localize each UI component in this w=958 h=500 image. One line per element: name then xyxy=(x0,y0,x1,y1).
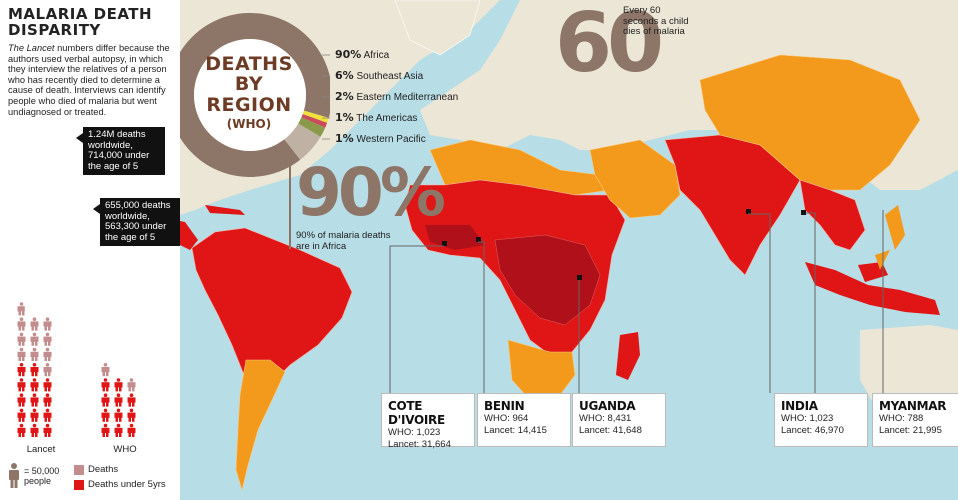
person-icon xyxy=(43,423,52,437)
subtitle: The Lancet numbers differ because the au… xyxy=(8,43,170,117)
south-africa xyxy=(507,339,576,401)
icon-key: = 50,000 people xyxy=(24,466,60,486)
southeast-asia xyxy=(799,179,866,251)
pictograph-chart xyxy=(17,302,136,437)
person-icon xyxy=(43,408,52,422)
person-icon xyxy=(43,317,52,331)
donut-slice-southeast-asia xyxy=(284,123,321,160)
person-icon xyxy=(9,463,19,488)
legend-swatch-deaths xyxy=(74,464,84,475)
lancet-callout: 1.24M deaths worldwide, 714,000 under th… xyxy=(76,127,165,175)
stat-60-number: 60 xyxy=(555,0,664,91)
stat-60-caption: Every 60 seconds a child dies of malaria xyxy=(623,5,689,37)
person-icon xyxy=(30,347,39,361)
indonesia xyxy=(805,262,940,315)
donut-slice-eastern-mediterranean xyxy=(298,117,326,137)
person-icon xyxy=(101,408,110,422)
country-box-cote-divoire: COTE D'IVOIRE WHO: 1,023 Lancet: 31,664 xyxy=(381,393,475,450)
person-icon xyxy=(17,363,26,377)
donut-title: DEATHS BY REGION (WHO) xyxy=(205,53,293,131)
person-icon xyxy=(30,393,39,407)
person-icon xyxy=(17,347,26,361)
region-label-western-pacific: 1% Western Pacific xyxy=(335,132,426,145)
person-icon xyxy=(101,423,110,437)
who-callout: 655,000 deaths worldwide, 563,300 under … xyxy=(93,198,180,246)
person-icon xyxy=(30,423,39,437)
person-icon xyxy=(17,378,26,392)
person-icon xyxy=(114,408,123,422)
person-icon xyxy=(30,408,39,422)
country-box-myanmar: MYANMAR WHO: 788 Lancet: 21,995 xyxy=(872,393,958,447)
central-africa-dark xyxy=(494,234,601,326)
legend-deaths-under5: Deaths under 5yrs xyxy=(74,479,166,490)
person-icon xyxy=(101,393,110,407)
stat-90-number: 90% xyxy=(296,154,446,231)
person-icon xyxy=(17,302,25,316)
region-label-eastern-mediterranean: 2% Eastern Mediterranean xyxy=(335,90,459,103)
person-icon xyxy=(30,317,39,331)
person-icon xyxy=(17,423,26,437)
south-america-south xyxy=(235,359,286,492)
person-icon xyxy=(17,332,26,346)
page-title: MALARIA DEATH DISPARITY xyxy=(8,5,153,39)
china xyxy=(699,54,921,191)
region-label-southeast-asia: 6% Southeast Asia xyxy=(335,69,424,82)
who-axis-label: WHO xyxy=(113,444,137,455)
person-icon xyxy=(101,378,110,392)
country-box-benin: BENIN WHO: 964 Lancet: 14,415 xyxy=(477,393,571,447)
stat-90-caption: 90% of malaria deaths are in Africa xyxy=(296,230,391,252)
person-icon xyxy=(115,363,123,376)
region-label-americas: 1% The Americas xyxy=(335,111,418,124)
country-box-uganda: UGANDA WHO: 8,431 Lancet: 41,648 xyxy=(572,393,666,447)
legend-swatch-under5 xyxy=(74,479,84,490)
person-icon xyxy=(127,393,136,407)
person-icon xyxy=(43,347,52,361)
person-icon xyxy=(17,317,26,331)
south-america-red xyxy=(191,227,353,401)
person-icon xyxy=(43,393,52,407)
donut-slice-the-americas xyxy=(301,113,328,128)
left-panel: MALARIA DEATH DISPARITY The Lancet number… xyxy=(0,0,180,500)
person-icon xyxy=(30,378,39,392)
person-icon xyxy=(30,332,39,346)
lancet-axis-label: Lancet xyxy=(26,444,56,455)
donut-slice-western-pacific xyxy=(302,110,329,123)
person-icon xyxy=(114,378,123,392)
person-icon xyxy=(17,408,26,422)
country-box-india: INDIA WHO: 1,023 Lancet: 46,970 xyxy=(774,393,868,447)
person-icon xyxy=(127,423,136,437)
donut-hole xyxy=(194,39,306,151)
region-label-africa: 90% Africa xyxy=(335,48,390,61)
person-icon xyxy=(114,423,123,437)
person-icon xyxy=(127,408,136,422)
arabia xyxy=(589,139,681,219)
person-icon xyxy=(43,378,52,392)
person-icon xyxy=(43,363,52,377)
donut-slice-africa xyxy=(168,13,330,177)
person-icon xyxy=(101,363,110,377)
person-icon xyxy=(30,363,39,377)
person-icon xyxy=(114,393,123,407)
region-donut-chart xyxy=(168,13,330,177)
person-icon xyxy=(127,378,136,392)
madagascar xyxy=(616,332,640,380)
legend-deaths: Deaths xyxy=(74,464,118,475)
person-icon xyxy=(43,332,52,346)
person-icon xyxy=(17,393,26,407)
greenland-land xyxy=(394,0,481,56)
